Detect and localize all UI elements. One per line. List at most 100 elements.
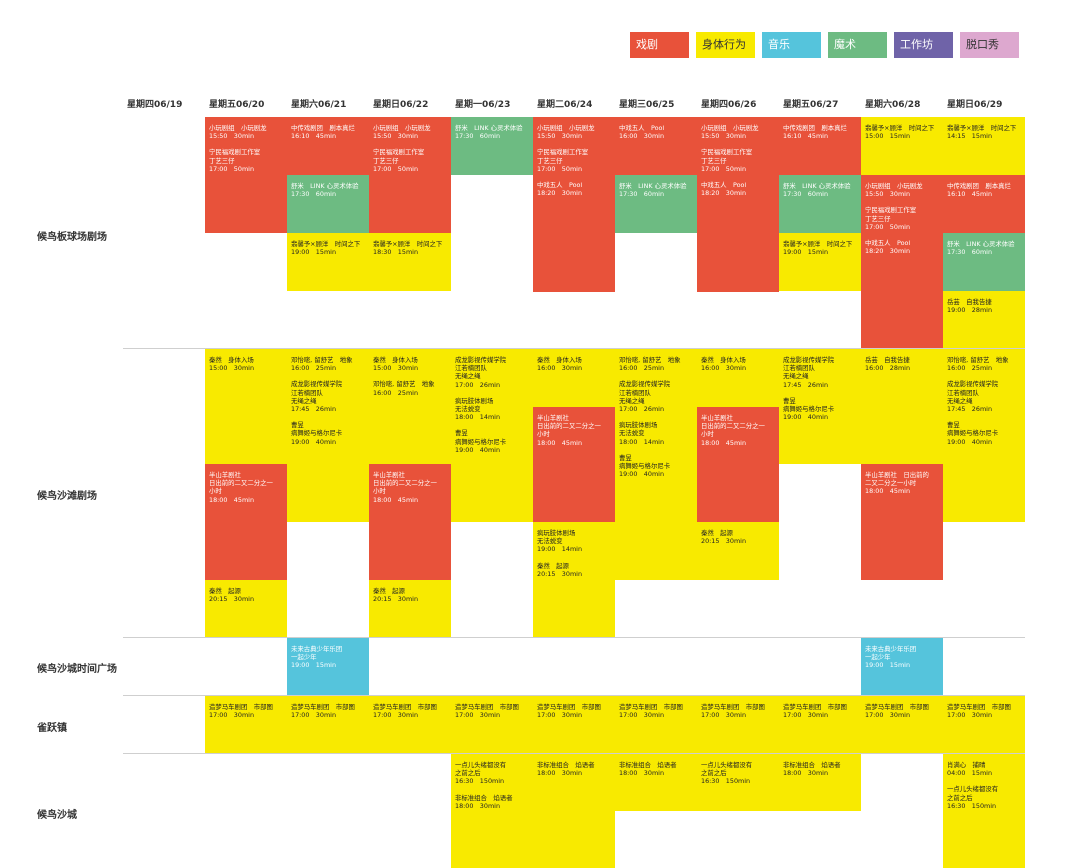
event-entry: 未来古典少年乐团 一起少年 19:00 15min	[291, 645, 343, 670]
event-entry: 舒米 LINK 心灵术体验 17:30 60min	[291, 182, 359, 199]
day-header: 星期六06/28	[865, 100, 921, 110]
event-block[interactable]: 舒米 LINK 心灵术体验 17:30 60min	[943, 233, 1025, 291]
event-entry: 邓怡嘧, 留舒艺 地象 16:00 25min	[947, 356, 1009, 373]
event-entry: 小玩剧组 小玩剧龙 15:50 30min	[373, 124, 431, 141]
event-block[interactable]: 半山羊剧社 日出前的二又二分之一 小时 18:00 45min	[205, 464, 287, 580]
event-block[interactable]: 半山羊剧社 日出前的二又二分之一 小时 18:00 45min	[697, 407, 779, 522]
event-block[interactable]: 未来古典少年乐团 一起少年 19:00 15min	[287, 638, 369, 695]
event-block[interactable]: 成龙影视传媒学院 江若楠团队 无绳之绳 17:00 26min 疯玩肢体剧场 无法…	[451, 349, 533, 522]
event-entry: 秦然 起源 20:15 30min	[537, 561, 582, 578]
event-entry: 一点儿头绪都没有 之前之后 16:30 150min	[947, 785, 999, 810]
event-block[interactable]: 造梦马车剧团 市部图 17:00 30min	[451, 696, 533, 753]
event-entry: 造梦马车剧团 市部图 17:00 30min	[701, 703, 765, 720]
event-block[interactable]: 造梦马车剧团 市部图 17:00 30min	[697, 696, 779, 753]
event-block[interactable]: 小玩剧组 小玩剧龙 15:50 30min 宁民福戏剧工作室 丁艺三仔 17:00…	[205, 117, 287, 233]
event-entry: 秦然 起源 20:15 30min	[701, 529, 746, 546]
event-block[interactable]: 一点儿头绪都没有 之前之后 16:30 150min 非标准组合 焰语者 18:0…	[451, 754, 533, 868]
event-block[interactable]: 中传戏剧团 剧本真烂 16:10 45min	[287, 117, 369, 175]
event-block[interactable]: 小玩剧组 小玩剧龙 15:50 30min 宁民福戏剧工作室 丁艺三仔 17:00…	[697, 117, 779, 292]
event-entry: 小玩剧组 小玩剧龙 15:50 30min	[209, 124, 267, 141]
event-block[interactable]: 造梦马车剧团 市部图 17:00 30min	[369, 696, 451, 753]
event-block[interactable]: 肖满心 捕晴 04:00 15min 一点儿头绪都没有 之前之后 16:30 15…	[943, 754, 1025, 868]
event-block[interactable]: 秦然 身体入场 16:00 30min	[697, 349, 779, 407]
event-block[interactable]: 成龙影视传媒学院 江若楠团队 无绳之绳 17:45 26min 曹昱 病舞姬与格尔…	[779, 349, 861, 464]
event-block[interactable]: 舒米 LINK 心灵术体验 17:30 60min	[451, 117, 533, 175]
event-entry: 非标准组合 焰语者 18:00 30min	[455, 793, 513, 810]
event-block[interactable]: 舒米 LINK 心灵术体验 17:30 60min	[779, 175, 861, 233]
event-block[interactable]: 翡馨予×顾洋 时间之下 19:00 15min	[779, 233, 861, 291]
legend-item: 工作坊	[894, 32, 953, 58]
event-block[interactable]: 中传戏剧团 剧本真烂 16:10 45min	[779, 117, 861, 175]
event-block[interactable]: 造梦马车剧团 市部图 17:00 30min	[779, 696, 861, 753]
event-block[interactable]: 秦然 身体入场 16:00 30min	[533, 349, 615, 407]
event-entry: 曹昱 病舞姬与格尔尼卡 19:00 40min	[455, 429, 507, 454]
event-entry: 造梦马车剧团 市部图 17:00 30min	[783, 703, 847, 720]
event-block[interactable]: 一点儿头绪都没有 之前之后 16:30 150min	[697, 754, 779, 811]
event-block[interactable]: 非标准组合 焰语者 18:00 30min	[533, 754, 615, 868]
event-block[interactable]: 邓怡嘧, 留舒艺 地象 16:00 25min 成龙影视传媒学院 江若楠团队 无绳…	[287, 349, 369, 522]
row-divider	[123, 348, 1025, 349]
event-block[interactable]: 中戏五人 Pool 16:00 30min	[615, 117, 697, 175]
event-entry: 舒米 LINK 心灵术体验 17:30 60min	[455, 124, 523, 141]
event-entry: 曹昱 病舞姬与格尔尼卡 19:00 40min	[619, 453, 671, 479]
event-block[interactable]: 造梦马车剧团 市部图 17:00 30min	[205, 696, 287, 753]
event-entry: 成龙影视传媒学院 江若楠团队 无绳之绳 17:45 26min	[783, 356, 835, 389]
event-block[interactable]: 半山羊剧社 日出前的二又二分之一 小时 18:00 45min	[369, 464, 451, 580]
event-block[interactable]: 翡馨予×顾洋 时间之下 14:15 15min	[943, 117, 1025, 175]
event-block[interactable]: 非标准组合 焰语者 18:00 30min	[615, 754, 697, 811]
event-block[interactable]: 邓怡嘧, 留舒艺 地象 16:00 25min 成龙影视传媒学院 江若楠团队 无绳…	[615, 349, 697, 580]
event-entry: 宁民福戏剧工作室 丁艺三仔 17:00 50min	[537, 148, 589, 173]
event-entry: 翡馨予×顾洋 时间之下 14:15 15min	[947, 124, 1017, 141]
event-block[interactable]: 秦然 起源 20:15 30min	[369, 580, 451, 637]
event-block[interactable]: 小玩剧组 小玩剧龙 15:50 30min 宁民福戏剧工作室 丁艺三仔 17:00…	[861, 175, 943, 348]
event-block[interactable]: 未来古典少年乐团 一起少年 19:00 15min	[861, 638, 943, 695]
event-block[interactable]: 秦然 身体入场 15:00 30min 邓怡嘧, 留舒艺 地象 16:00 25m…	[369, 349, 451, 464]
event-entry: 中传戏剧团 剧本真烂 16:10 45min	[783, 124, 847, 141]
event-block[interactable]: 翡馨予×顾洋 时间之下 15:00 15min	[861, 117, 943, 175]
event-entry: 半山羊剧社 日出前的二又二分之一 小时 18:00 45min	[373, 471, 437, 504]
event-block[interactable]: 造梦马车剧团 市部图 17:00 30min	[533, 696, 615, 753]
event-block[interactable]: 秦然 起源 20:15 30min	[697, 522, 779, 580]
event-block[interactable]: 造梦马车剧团 市部图 17:00 30min	[943, 696, 1025, 753]
event-entry: 成龙影视传媒学院 江若楠团队 无绳之绳 17:00 26min	[619, 380, 671, 414]
event-block[interactable]: 邓怡嘧, 留舒艺 地象 16:00 25min 成龙影视传媒学院 江若楠团队 无绳…	[943, 349, 1025, 522]
event-block[interactable]: 中传戏剧团 剧本真烂 16:10 45min	[943, 175, 1025, 233]
event-entry: 秦然 身体入场 16:00 30min	[701, 356, 746, 373]
event-block[interactable]: 舒米 LINK 心灵术体验 17:30 60min	[615, 175, 697, 233]
event-block[interactable]: 岳芸 自我告捷 16:00 28min	[861, 349, 943, 464]
legend-item: 戏剧	[630, 32, 689, 58]
event-entry: 中戏五人 Pool 18:20 30min	[701, 181, 747, 198]
event-entry: 宁民福戏剧工作室 丁艺三仔 17:00 50min	[373, 148, 425, 173]
event-block[interactable]: 翡馨予×顾洋 时间之下 19:00 15min	[287, 233, 369, 291]
event-entry: 翡馨予×顾洋 时间之下 19:00 15min	[783, 240, 853, 257]
day-header: 星期五06/20	[209, 100, 265, 110]
event-block[interactable]: 造梦马车剧团 市部图 17:00 30min	[287, 696, 369, 753]
event-block[interactable]: 舒米 LINK 心灵术体验 17:30 60min	[287, 175, 369, 233]
event-entry: 肖满心 捕晴 04:00 15min	[947, 761, 992, 778]
event-entry: 中戏五人 Pool 18:20 30min	[865, 239, 911, 256]
event-entry: 宁民福戏剧工作室 丁艺三仔 17:00 50min	[209, 148, 261, 173]
event-block[interactable]: 造梦马车剧团 市部图 17:00 30min	[615, 696, 697, 753]
event-block[interactable]: 岳芸 自我告捷 19:00 28min	[943, 291, 1025, 348]
event-block[interactable]: 翡馨予×顾洋 时间之下 18:30 15min	[369, 233, 451, 291]
event-entry: 翡馨予×顾洋 时间之下 18:30 15min	[373, 240, 443, 257]
event-block[interactable]: 非标准组合 焰语者 18:00 30min	[779, 754, 861, 811]
event-entry: 非标准组合 焰语者 18:00 30min	[783, 761, 841, 778]
row-divider	[123, 637, 1025, 638]
event-block[interactable]: 秦然 起源 20:15 30min	[205, 580, 287, 637]
event-block[interactable]: 小玩剧组 小玩剧龙 15:50 30min 宁民福戏剧工作室 丁艺三仔 17:00…	[369, 117, 451, 233]
venue-label: 候鸟沙城时间广场	[37, 664, 117, 675]
event-entry: 邓怡嘧, 留舒艺 地象 16:00 25min	[619, 356, 681, 373]
event-entry: 秦然 起源 20:15 30min	[373, 587, 418, 604]
event-block[interactable]: 小玩剧组 小玩剧龙 15:50 30min 宁民福戏剧工作室 丁艺三仔 17:00…	[533, 117, 615, 292]
event-entry: 半山羊剧社 日出前的 二又二分之一小时 18:00 45min	[865, 471, 929, 496]
event-block[interactable]: 秦然 身体入场 15:00 30min	[205, 349, 287, 464]
day-header: 星期六06/21	[291, 100, 347, 110]
event-block[interactable]: 半山羊剧社 日出前的 二又二分之一小时 18:00 45min	[861, 464, 943, 580]
event-entry: 成龙影视传媒学院 江若楠团队 无绳之绳 17:45 26min	[947, 380, 999, 414]
event-block[interactable]: 疯玩肢体剧场 无法蜕变 19:00 14min 秦然 起源 20:15 30min	[533, 522, 615, 637]
day-header: 星期日06/29	[947, 100, 1003, 110]
event-block[interactable]: 半山羊剧社 日出前的二又二分之一 小时 18:00 45min	[533, 407, 615, 522]
legend-item: 音乐	[762, 32, 821, 58]
event-block[interactable]: 造梦马车剧团 市部图 17:00 30min	[861, 696, 943, 753]
